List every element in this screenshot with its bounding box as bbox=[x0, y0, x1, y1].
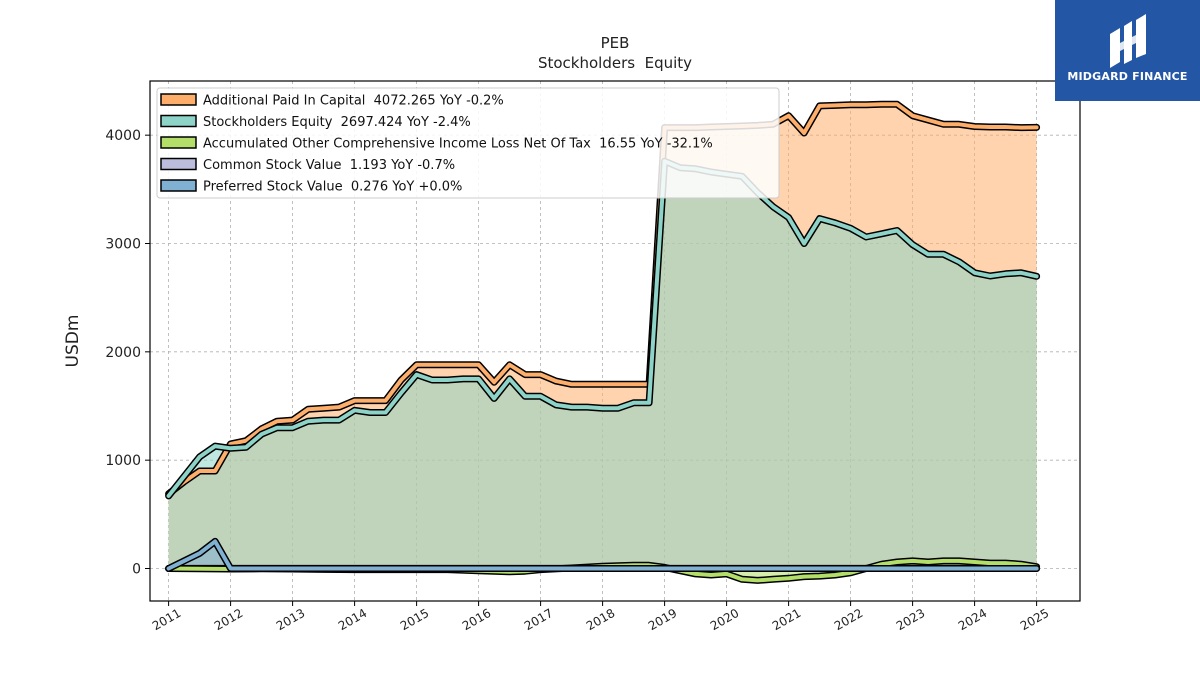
x-tick-label: 2017 bbox=[522, 606, 555, 633]
x-tick-label: 2022 bbox=[832, 606, 865, 633]
legend-swatch bbox=[160, 93, 197, 106]
legend-entry: Common Stock Value 1.193 YoY -0.7% bbox=[203, 158, 455, 173]
x-tick-label: 2014 bbox=[336, 606, 369, 633]
x-tick-label: 2020 bbox=[708, 606, 741, 633]
series-lines bbox=[165, 100, 1041, 584]
legend-box bbox=[156, 87, 780, 199]
x-tick-label: 2021 bbox=[770, 606, 803, 633]
plot-frame bbox=[149, 80, 1081, 602]
legend-entry: Accumulated Other Comprehensive Income L… bbox=[203, 137, 713, 152]
brand-logo: MIDGARD FINANCE bbox=[1055, 0, 1200, 101]
legend-swatch bbox=[160, 114, 197, 128]
x-tick-label: 2012 bbox=[212, 606, 245, 633]
legend-swatch bbox=[160, 136, 197, 149]
series-line bbox=[166, 102, 1039, 496]
legend-entry: Stockholders Equity 2697.424 YoY -2.4% bbox=[203, 115, 471, 130]
legend-entry: Preferred Stock Value 0.276 YoY +0.0% bbox=[203, 180, 462, 195]
x-tick-label: 2013 bbox=[274, 606, 307, 633]
legend-swatch bbox=[160, 179, 197, 192]
x-tick-label: 2025 bbox=[1018, 606, 1051, 633]
series-line bbox=[166, 539, 1039, 571]
y-axis-label: USDm bbox=[63, 315, 83, 368]
logo-mark-icon bbox=[1110, 14, 1146, 68]
y-axis: 0 1000 2000 3000 4000 bbox=[105, 128, 150, 578]
x-tick-label: 2018 bbox=[584, 606, 617, 633]
x-tick-label: 2024 bbox=[956, 606, 989, 633]
legend: Additional Paid In Capital 4072.265 YoY … bbox=[156, 87, 780, 199]
y-tick-label: 0 bbox=[132, 562, 141, 578]
y-tick-label: 3000 bbox=[105, 237, 141, 253]
y-tick-label: 2000 bbox=[105, 345, 141, 361]
x-tick-label: 2015 bbox=[398, 606, 431, 633]
series-line bbox=[166, 159, 1039, 498]
series-area bbox=[168, 161, 1037, 569]
chart-subtitle: Stockholders Equity bbox=[538, 54, 692, 72]
y-tick-label: 4000 bbox=[105, 128, 141, 144]
y-tick-label: 1000 bbox=[105, 453, 141, 469]
legend-swatch bbox=[160, 157, 197, 171]
chart-title: PEB bbox=[601, 34, 630, 52]
x-tick-label: 2019 bbox=[646, 606, 679, 633]
x-axis: 2011 2012 2013 2014 2015 2016 2017 2018 2019 2020… bbox=[150, 601, 1051, 633]
legend-entry: Additional Paid In Capital 4072.265 YoY … bbox=[203, 94, 504, 109]
x-tick-label: 2011 bbox=[150, 606, 183, 633]
x-tick-label: 2016 bbox=[460, 606, 493, 633]
x-tick-label: 2023 bbox=[894, 606, 927, 633]
logo-text: MIDGARD FINANCE bbox=[1067, 70, 1188, 83]
